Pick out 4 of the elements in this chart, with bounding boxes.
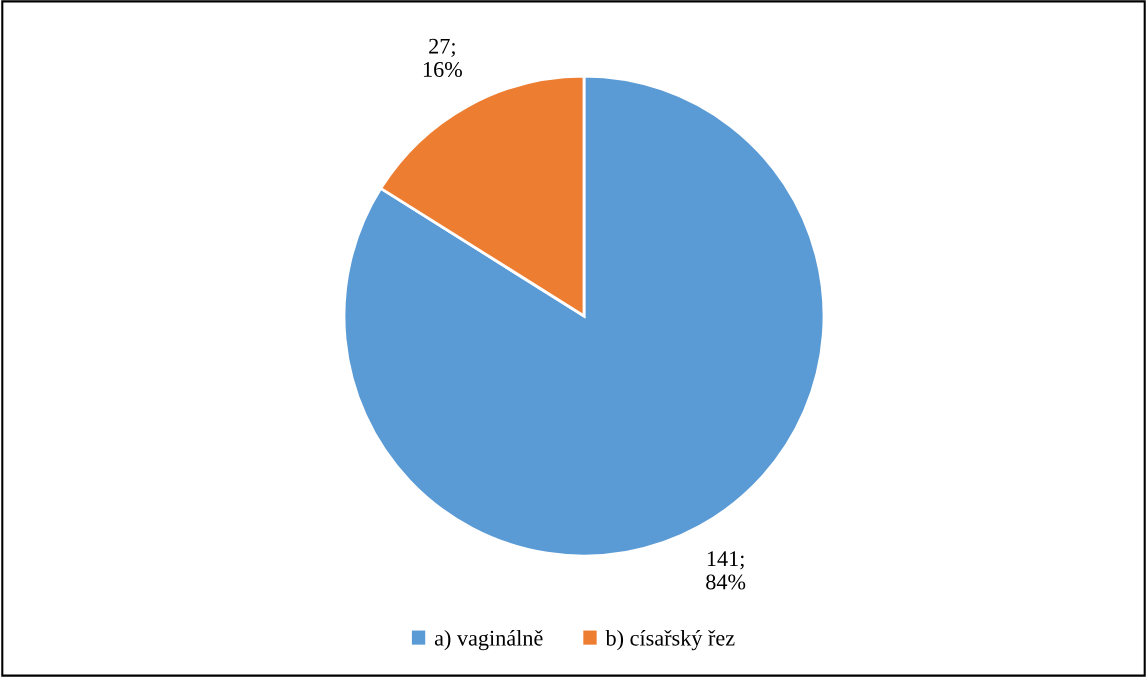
legend-label: a) vaginálně <box>434 629 543 651</box>
legend-label: b) císařský řez <box>605 629 735 651</box>
data-label: 27; 16% <box>423 38 462 77</box>
data-label: 141; 84% <box>706 551 746 590</box>
